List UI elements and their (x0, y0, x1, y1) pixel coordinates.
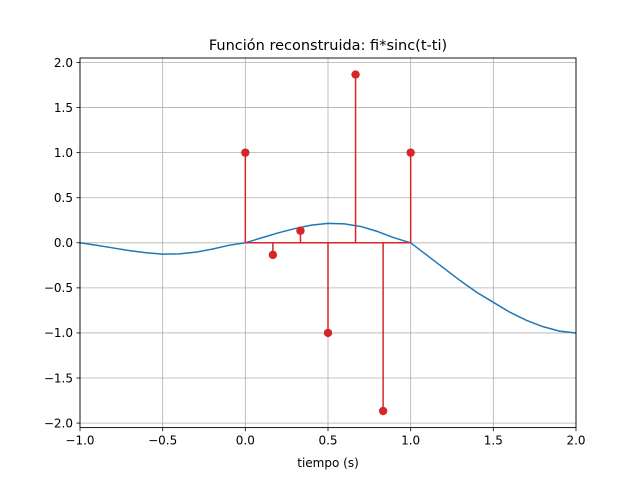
x-tick-label: 0.0 (236, 434, 255, 448)
y-tick-label: −1.0 (44, 326, 73, 340)
x-tick-label: 0.5 (318, 434, 337, 448)
axis-ticks: −1.0 −0.5 0.0 0.5 1.0 1.5 2.0 −2.0 −1.5 −1.0 −0.5 0… (44, 56, 586, 448)
stem-marker (351, 70, 360, 79)
plot-series (79, 70, 577, 416)
chart-title: Función reconstruida: fi*sinc(t-ti) (209, 38, 447, 54)
stem-marker (378, 406, 388, 416)
x-tick-label: −0.5 (148, 434, 177, 448)
y-tick-label: −2.0 (44, 416, 73, 430)
stem-marker (406, 148, 415, 157)
stem-marker (268, 250, 278, 260)
y-tick-label: 1.5 (54, 101, 73, 115)
y-tick-label: 1.0 (54, 146, 73, 160)
x-tick-label: −1.0 (65, 434, 94, 448)
y-tick-label: 0.0 (54, 236, 73, 250)
stem-marker (296, 226, 305, 235)
y-tick-label: 0.5 (54, 191, 73, 205)
y-tick-label: −0.5 (44, 281, 73, 295)
x-tick-label: 1.5 (484, 434, 503, 448)
reconstructed-curve (79, 222, 577, 334)
y-tick-label: −1.5 (44, 371, 73, 385)
x-tick-label: 2.0 (566, 434, 585, 448)
x-axis-label: tiempo (s) (297, 456, 359, 470)
stem-marker (241, 148, 250, 157)
stem-marker (323, 328, 333, 338)
x-tick-label: 1.0 (401, 434, 420, 448)
y-tick-label: 2.0 (54, 56, 73, 70)
